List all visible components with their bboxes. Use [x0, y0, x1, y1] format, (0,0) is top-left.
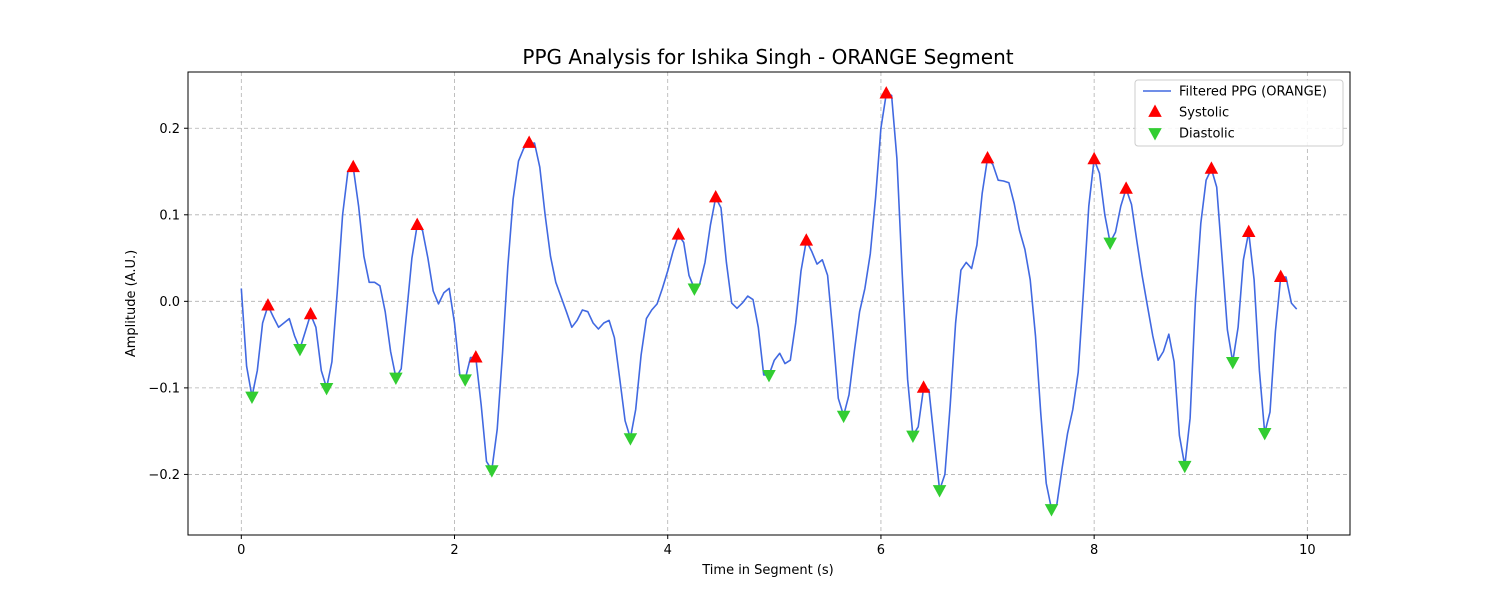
legend-label: Filtered PPG (ORANGE)	[1179, 85, 1327, 100]
systolic-peak-marker	[1087, 151, 1101, 165]
diastolic-trough-marker	[458, 374, 472, 387]
systolic-peak-marker	[346, 159, 360, 173]
systolic-peak-marker	[708, 189, 723, 203]
plot-area	[240, 86, 1298, 517]
systolic-peak-marker	[1204, 161, 1219, 174]
legend-label: Diastolic	[1179, 127, 1235, 142]
legend-box	[1134, 79, 1344, 147]
legend-label: Systolic	[1179, 106, 1229, 121]
diastolic-trough-marker	[1225, 357, 1240, 370]
diastolic-trough-marker	[389, 372, 403, 385]
legend: Filtered PPG (ORANGE) Systolic Diastolic	[1134, 79, 1344, 147]
systolic-peak-marker	[879, 86, 894, 99]
y-axis-label: Amplitude (A.U.)	[124, 250, 139, 357]
y-tick-label: −0.2	[148, 468, 180, 483]
legend-diastolic-swatch	[1148, 128, 1162, 141]
x-tick-label: 4	[664, 543, 672, 558]
systolic-peak-marker	[799, 233, 814, 246]
diastolic-trough-marker	[293, 344, 307, 357]
plot-frame	[187, 71, 1351, 536]
systolic-peak-marker	[916, 380, 931, 393]
systolic-peak-marker	[1119, 181, 1133, 194]
systolic-peak-marker	[671, 227, 686, 240]
diastolic-trough-marker	[1178, 460, 1192, 474]
x-axis-label: Time in Segment (s)	[701, 563, 833, 578]
systolic-peak-marker	[469, 350, 483, 363]
x-tick-label: 2	[450, 543, 458, 558]
y-tick-label: 0.0	[159, 295, 180, 310]
y-tick-label: −0.1	[148, 381, 180, 396]
diastolic-trough-marker	[1103, 237, 1117, 250]
systolic-peak-marker	[303, 306, 318, 320]
legend-systolic-swatch	[1148, 104, 1162, 117]
x-tick-label: 8	[1090, 543, 1098, 558]
diastolic-trough-marker	[687, 283, 702, 296]
diastolic-trough-marker	[485, 465, 499, 478]
y-tick-label: 0.2	[159, 122, 180, 137]
systolic-peak-marker	[261, 298, 275, 311]
systolic-peak-marker	[980, 151, 995, 164]
diastolic-trough-marker	[623, 433, 638, 446]
chart-title: PPG Analysis for Ishika Singh - ORANGE S…	[522, 45, 1013, 69]
x-tick-label: 0	[237, 543, 245, 558]
axis-ticks: 0 2 4 6 8 10 −0.2 −0.1 0.0 0.1 0.2	[148, 122, 1315, 558]
diastolic-trough-marker	[906, 430, 920, 443]
diastolic-trough-marker	[836, 410, 851, 424]
y-tick-label: 0.1	[159, 208, 180, 223]
systolic-peak-marker	[410, 217, 424, 231]
systolic-peak-marker	[522, 135, 536, 148]
diastolic-trough-marker	[762, 370, 776, 383]
diastolic-trough-marker	[1044, 504, 1059, 517]
systolic-peak-marker	[1273, 269, 1288, 282]
x-tick-label: 10	[1299, 543, 1316, 558]
diastolic-trough-marker	[1257, 428, 1272, 441]
systolic-peak-marker	[1241, 224, 1256, 237]
diastolic-trough-marker	[932, 485, 947, 498]
x-tick-label: 6	[877, 543, 885, 558]
diastolic-trough-marker	[319, 383, 334, 396]
diastolic-trough-marker	[245, 391, 259, 405]
